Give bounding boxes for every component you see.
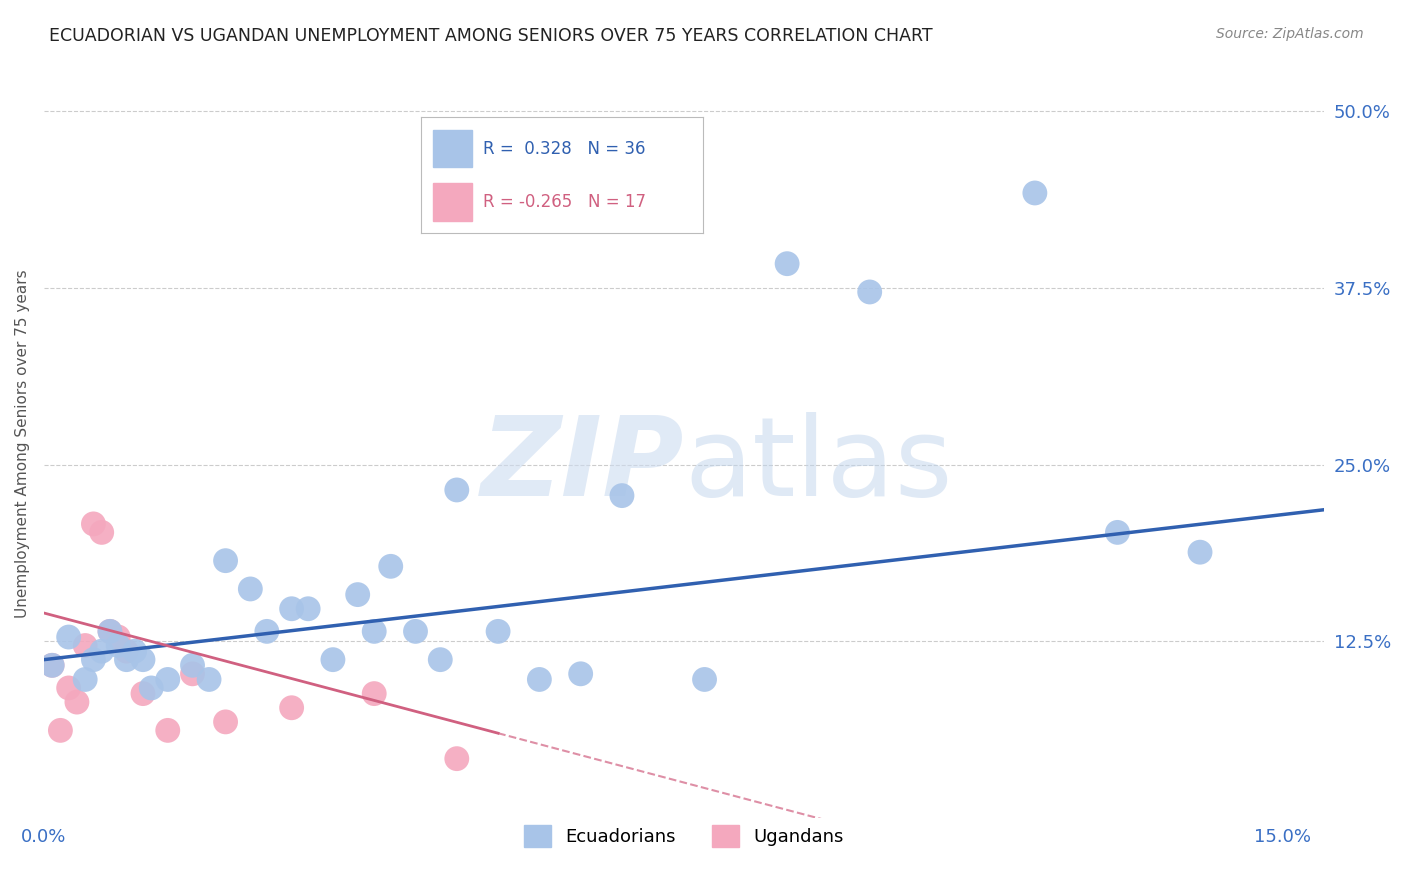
Point bbox=[82, 653, 104, 667]
Point bbox=[776, 257, 799, 271]
Point bbox=[82, 516, 104, 531]
Point bbox=[49, 723, 72, 738]
Point bbox=[124, 644, 146, 658]
Point bbox=[98, 624, 121, 639]
Point bbox=[1107, 525, 1129, 540]
Point bbox=[486, 624, 509, 639]
Point bbox=[156, 673, 179, 687]
Point bbox=[41, 658, 63, 673]
Point bbox=[181, 666, 204, 681]
Point bbox=[58, 681, 80, 695]
Point bbox=[280, 601, 302, 615]
Point bbox=[90, 525, 112, 540]
Point bbox=[256, 624, 278, 639]
Legend: Ecuadorians, Ugandans: Ecuadorians, Ugandans bbox=[516, 818, 851, 854]
Point bbox=[346, 588, 368, 602]
Point bbox=[141, 681, 163, 695]
Point bbox=[859, 285, 882, 299]
Point bbox=[156, 723, 179, 738]
Point bbox=[569, 666, 592, 681]
Point bbox=[446, 752, 468, 766]
Point bbox=[610, 489, 633, 503]
Point bbox=[58, 630, 80, 644]
Point bbox=[214, 554, 236, 568]
Point bbox=[529, 673, 551, 687]
Y-axis label: Unemployment Among Seniors over 75 years: Unemployment Among Seniors over 75 years bbox=[15, 269, 30, 617]
Point bbox=[239, 582, 262, 596]
Point bbox=[693, 673, 716, 687]
Point bbox=[98, 624, 121, 639]
Point bbox=[181, 658, 204, 673]
Point bbox=[280, 700, 302, 714]
Point bbox=[41, 658, 63, 673]
Text: ZIP: ZIP bbox=[481, 412, 683, 519]
Point bbox=[107, 630, 129, 644]
Point bbox=[297, 601, 319, 615]
Point bbox=[405, 624, 427, 639]
Text: Source: ZipAtlas.com: Source: ZipAtlas.com bbox=[1216, 27, 1364, 41]
Point bbox=[75, 673, 97, 687]
Point bbox=[90, 644, 112, 658]
Text: ECUADORIAN VS UGANDAN UNEMPLOYMENT AMONG SENIORS OVER 75 YEARS CORRELATION CHART: ECUADORIAN VS UGANDAN UNEMPLOYMENT AMONG… bbox=[49, 27, 932, 45]
Point bbox=[1189, 545, 1212, 559]
Point bbox=[446, 483, 468, 497]
Point bbox=[214, 714, 236, 729]
Point bbox=[322, 653, 344, 667]
Point bbox=[66, 695, 89, 709]
Point bbox=[115, 653, 138, 667]
Point bbox=[132, 653, 155, 667]
Point bbox=[107, 639, 129, 653]
Point bbox=[132, 687, 155, 701]
Point bbox=[198, 673, 221, 687]
Point bbox=[363, 687, 385, 701]
Point bbox=[363, 624, 385, 639]
Point bbox=[75, 639, 97, 653]
Text: atlas: atlas bbox=[683, 412, 952, 519]
Point bbox=[115, 644, 138, 658]
Point bbox=[380, 559, 402, 574]
Point bbox=[1024, 186, 1046, 200]
Point bbox=[429, 653, 451, 667]
